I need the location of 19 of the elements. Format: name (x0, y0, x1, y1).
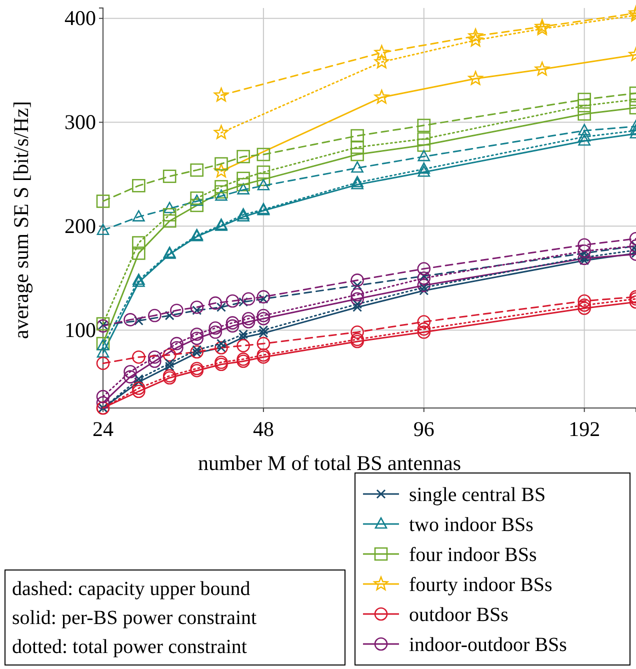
legend-label: indoor-outdoor BSs (409, 634, 568, 656)
text: dashed: capacity upper bound (12, 578, 250, 600)
x-tick-label: 96 (413, 417, 434, 441)
legend-label: single central BS (409, 484, 546, 506)
x-tick-label: 24 (92, 417, 114, 441)
y-tick-label: 200 (64, 214, 96, 238)
y-axis-title: average sum SE S [bit/s/Hz] (9, 101, 33, 339)
legend-label: fourty indoor BSs (409, 574, 553, 596)
x-tick-label: 192 (568, 417, 600, 441)
legend-label: four indoor BSs (409, 544, 537, 566)
y-tick-label: 400 (64, 6, 96, 30)
y-tick-label: 100 (64, 318, 96, 342)
text: dotted: total power constraint (12, 636, 248, 658)
legend-label: two indoor BSs (409, 514, 534, 536)
text: solid: per-BS power constraint (12, 607, 258, 629)
x-tick-label: 48 (252, 417, 274, 441)
y-tick-label: 300 (64, 110, 96, 134)
legend-label: outdoor BSs (409, 604, 509, 626)
x-axis-title: number M of total BS antennas (198, 451, 462, 475)
